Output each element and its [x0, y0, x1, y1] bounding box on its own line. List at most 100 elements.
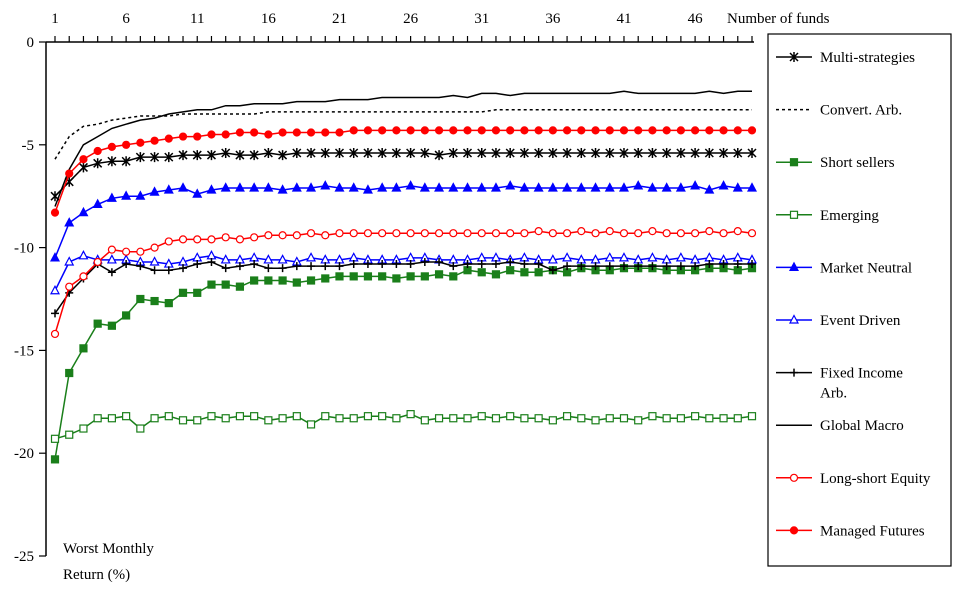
data-point	[675, 252, 686, 262]
data-point	[619, 262, 628, 271]
legend-item: Emerging	[776, 208, 879, 224]
data-point	[378, 412, 387, 421]
data-point	[320, 148, 330, 159]
data-point	[577, 227, 586, 236]
data-point	[747, 148, 757, 159]
data-point	[547, 182, 558, 192]
data-point	[149, 256, 160, 266]
data-point	[378, 126, 387, 135]
data-point	[206, 250, 217, 260]
data-point	[562, 182, 573, 192]
data-point	[619, 414, 629, 423]
data-point	[491, 148, 501, 159]
series-long-short-equity	[50, 227, 757, 339]
data-point	[534, 148, 544, 159]
data-point	[178, 288, 188, 297]
data-point	[349, 126, 358, 135]
data-point	[207, 280, 216, 289]
data-point	[335, 229, 344, 238]
data-point	[50, 434, 60, 443]
data-point	[378, 260, 387, 269]
legend-label: Managed Futures	[820, 523, 925, 539]
data-point	[634, 126, 643, 135]
data-point	[491, 414, 501, 423]
legend-label: Arb.	[820, 386, 847, 402]
data-point	[136, 138, 145, 147]
data-point	[519, 148, 529, 159]
data-point	[562, 126, 572, 135]
data-point	[618, 252, 629, 262]
data-point	[220, 254, 231, 264]
data-point	[420, 229, 429, 238]
data-point	[250, 276, 259, 285]
data-point	[534, 227, 543, 236]
data-point	[150, 414, 159, 423]
data-point	[335, 128, 344, 137]
data-point	[220, 182, 231, 192]
data-point	[392, 414, 401, 423]
data-point	[506, 126, 515, 135]
data-point	[605, 148, 615, 159]
data-point	[164, 134, 173, 143]
legend-label: Global Macro	[820, 418, 904, 434]
data-point	[107, 142, 116, 151]
data-point	[591, 148, 601, 159]
data-point	[122, 260, 131, 269]
data-point	[79, 424, 88, 433]
data-point	[106, 254, 117, 264]
data-point	[747, 229, 757, 238]
data-point	[719, 126, 728, 135]
data-point	[449, 272, 458, 281]
data-point	[477, 268, 486, 277]
data-point	[519, 182, 530, 192]
data-point	[207, 257, 216, 266]
data-point	[363, 272, 373, 281]
data-point	[79, 155, 88, 164]
data-point	[349, 414, 358, 423]
data-point	[107, 414, 116, 423]
series-multi-strategies	[50, 148, 757, 202]
data-point	[647, 148, 657, 159]
x-tick-label: 31	[474, 11, 489, 27]
data-point	[178, 150, 188, 161]
series-line-long-short-equity	[54, 230, 753, 335]
data-point	[676, 148, 686, 159]
data-point	[78, 250, 89, 260]
data-point	[291, 182, 302, 192]
data-point	[605, 227, 614, 236]
data-point	[378, 229, 387, 238]
data-point	[662, 229, 671, 238]
data-point	[520, 414, 529, 423]
series-event-driven	[50, 250, 757, 295]
data-point	[463, 126, 472, 135]
data-point	[163, 184, 174, 194]
legend-swatch-marker	[789, 314, 799, 324]
series-fixed-income-arb	[51, 257, 756, 318]
data-point	[719, 414, 728, 423]
data-point	[747, 182, 757, 192]
data-point	[363, 260, 372, 269]
data-point	[335, 262, 344, 271]
data-point	[406, 272, 415, 281]
data-point	[634, 416, 643, 425]
data-point	[334, 148, 345, 159]
legend-label: Multi-strategies	[820, 50, 915, 66]
data-point	[107, 321, 116, 330]
data-point	[520, 268, 529, 277]
data-point	[420, 272, 429, 281]
data-point	[705, 227, 714, 236]
data-point	[221, 280, 230, 289]
data-point	[150, 296, 159, 306]
data-point	[576, 148, 586, 159]
data-point	[676, 229, 685, 238]
data-point	[605, 414, 614, 423]
data-point	[292, 231, 301, 240]
data-point	[405, 180, 416, 190]
data-point	[633, 180, 644, 190]
data-point	[178, 182, 189, 192]
data-point	[476, 182, 487, 192]
data-point	[662, 262, 671, 271]
data-point	[263, 254, 274, 264]
data-point	[193, 288, 202, 297]
legend-item: Fixed Income Arb.	[776, 366, 903, 402]
